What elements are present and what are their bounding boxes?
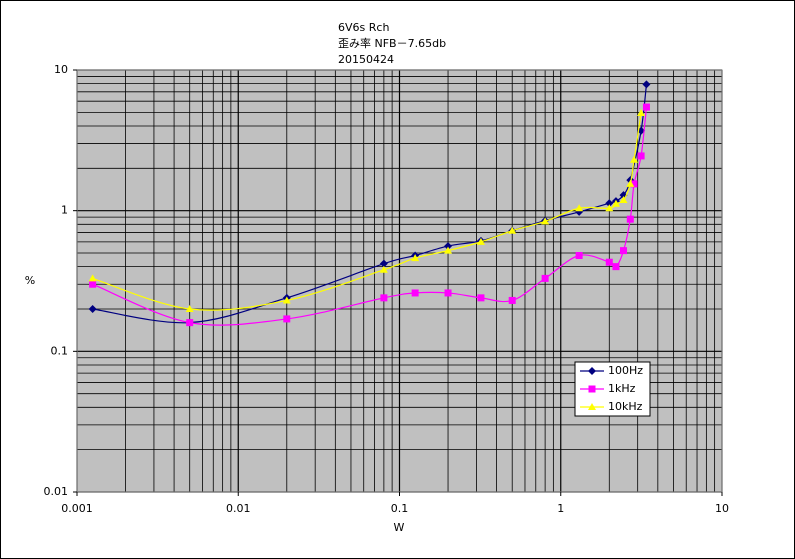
marker <box>477 294 485 302</box>
marker <box>508 296 516 304</box>
marker <box>575 204 584 212</box>
legend-label: 1kHz <box>608 382 636 395</box>
title-line: 歪み率 NFB－7.65db <box>338 36 446 50</box>
marker <box>626 215 634 223</box>
y-tick-label: 0.1 <box>51 344 69 357</box>
x-tick-label: 0.1 <box>391 502 409 515</box>
marker <box>588 367 596 375</box>
marker <box>612 263 620 271</box>
marker <box>282 296 291 304</box>
plot-area <box>76 69 723 493</box>
marker <box>379 259 388 268</box>
marker <box>185 304 194 312</box>
marker <box>380 294 388 302</box>
marker <box>411 289 419 297</box>
marker <box>444 246 453 254</box>
legend: 100Hz 1kHz 10kHz <box>574 361 651 417</box>
marker <box>508 226 517 234</box>
marker <box>186 319 194 327</box>
marker <box>619 196 628 204</box>
marker <box>444 289 452 297</box>
title-line: 6V6s Rch <box>338 21 389 34</box>
x-tick-label: 0.001 <box>61 502 93 515</box>
marker <box>541 217 550 225</box>
marker <box>88 274 97 282</box>
x-tick-label: 1 <box>557 502 564 515</box>
y-tick-label: 1 <box>61 204 68 217</box>
marker <box>588 385 596 393</box>
marker <box>637 152 645 160</box>
marker <box>620 247 628 255</box>
marker <box>611 199 620 207</box>
marker <box>605 204 614 212</box>
marker <box>476 237 485 245</box>
series-line <box>92 107 648 326</box>
x-axis-label: W <box>394 521 405 534</box>
legend-label: 10kHz <box>608 400 643 413</box>
marker <box>89 280 97 288</box>
marker <box>630 180 638 188</box>
marker <box>605 258 613 266</box>
marker <box>541 274 549 282</box>
marker <box>88 304 97 313</box>
y-tick-label: 0.01 <box>44 485 69 498</box>
title-line: 20150424 <box>338 53 394 66</box>
marker <box>642 80 651 89</box>
marker <box>588 403 596 410</box>
marker <box>444 242 453 251</box>
marker <box>605 199 614 208</box>
y-axis-label: % <box>25 274 35 287</box>
y-tick-label: 10 <box>54 63 68 76</box>
marker <box>411 254 420 262</box>
marker <box>642 103 650 111</box>
x-tick-label: 10 <box>715 502 729 515</box>
marker <box>626 179 635 187</box>
marker <box>637 108 646 116</box>
legend-label: 100Hz <box>608 364 643 377</box>
marker <box>283 315 291 323</box>
marker <box>630 155 639 163</box>
marker <box>575 252 583 260</box>
marker <box>379 265 388 273</box>
x-tick-label: 0.01 <box>226 502 251 515</box>
